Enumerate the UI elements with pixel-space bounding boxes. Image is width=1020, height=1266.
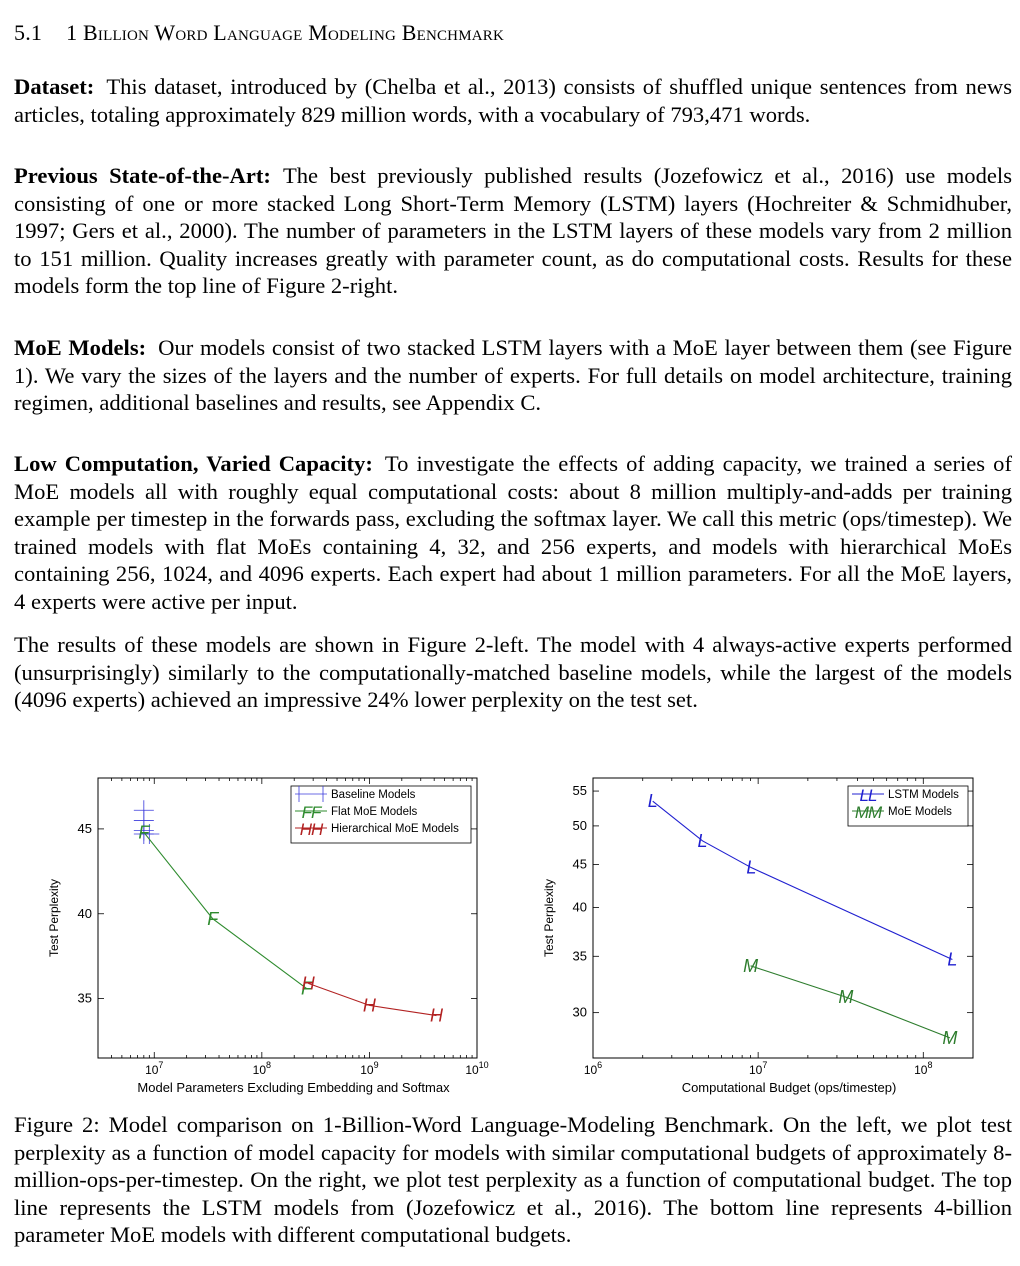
y-tick-label: 30 — [573, 1005, 587, 1020]
paragraph-low-computation: Low Computation, Varied Capacity: To inve… — [14, 450, 1012, 615]
plot-frame — [592, 777, 974, 1059]
data-point-marker: F — [138, 822, 150, 842]
x-axis-label: Model Parameters Excluding Embedding and… — [137, 1080, 450, 1095]
section-heading: 5.1 1 Billion Word Language Modeling Benc… — [14, 20, 504, 46]
data-point-marker: F — [207, 909, 219, 929]
y-tick-label: 40 — [573, 899, 587, 914]
legend-label: LSTM Models — [888, 789, 959, 801]
legend-label: Flat MoE Models — [331, 806, 418, 818]
paragraph-body: The results of these models are shown in… — [14, 632, 1012, 712]
chart-right-svg: 106 107 108 30 35 40 45 50 55 Computational Budge… — [542, 777, 974, 1095]
data-point-plus — [139, 824, 160, 844]
figure-2: 107 108 109 1010 35 40 45 Model Parameters Excl… — [14, 770, 1020, 1100]
data-point-marker: L — [746, 858, 756, 878]
paragraph-previous-sota: Previous State-of-the-Art: The best previ… — [14, 162, 1012, 300]
data-point-marker: M — [743, 956, 758, 976]
legend-marker: FF — [302, 803, 323, 822]
series-line — [308, 982, 437, 1017]
series-line — [652, 800, 953, 960]
x-tick-label: 107 — [145, 1060, 163, 1077]
legend-box — [847, 785, 969, 827]
data-point-marker: L — [947, 949, 957, 969]
y-tick-label: 45 — [78, 821, 92, 836]
series-line — [143, 831, 307, 989]
paragraph-body: Our models consist of two stacked LSTM l… — [14, 335, 1013, 415]
x-tick-label: 108 — [914, 1060, 932, 1077]
paragraph-body: To investigate the effects of adding cap… — [14, 451, 1013, 614]
legend-box — [290, 785, 472, 844]
paragraph-lead: Dataset: — [14, 74, 95, 99]
legend-marker: HH — [300, 820, 324, 839]
legend-marker: LL — [860, 786, 877, 805]
data-point-marker: H — [363, 995, 377, 1015]
paragraph-dataset: Dataset: This dataset, introduced by (Che… — [14, 73, 1012, 128]
paragraph-body: The best previously published results (J… — [14, 163, 1012, 298]
y-tick-label: 35 — [78, 991, 92, 1006]
y-tick-label: 40 — [78, 906, 92, 921]
series-line — [750, 965, 951, 1039]
y-axis-label: Test Perplexity — [47, 879, 61, 957]
paragraph-results: The results of these models are shown in… — [14, 631, 1012, 714]
legend-label: MoE Models — [888, 806, 952, 818]
plot-frame — [97, 777, 478, 1059]
chart-left-svg: 107 108 109 1010 35 40 45 Model Parameters Excl… — [47, 777, 489, 1095]
data-point-marker: L — [648, 791, 658, 811]
paragraph-moe-models: MoE Models: Our models consist of two sta… — [14, 334, 1012, 417]
legend-marker: MM — [855, 803, 883, 822]
paragraph-body: This dataset, introduced by (Chelba et a… — [14, 74, 1012, 127]
y-tick-label: 45 — [573, 856, 587, 871]
paragraph-lead: Previous State-of-the-Art: — [14, 163, 271, 188]
data-point-marker: H — [430, 1006, 444, 1026]
paragraph-lead: Low Computation, Varied Capacity: — [14, 451, 373, 476]
data-point-marker: M — [942, 1028, 957, 1048]
x-tick-label: 106 — [584, 1060, 602, 1077]
y-axis-label: Test Perplexity — [542, 879, 556, 957]
x-tick-label: 108 — [253, 1060, 271, 1077]
x-tick-label: 107 — [749, 1060, 767, 1077]
legend-label: Baseline Models — [331, 789, 416, 801]
y-tick-label: 35 — [573, 948, 587, 963]
x-axis-label: Computational Budget (ops/timestep) — [682, 1080, 897, 1095]
y-tick-label: 50 — [573, 818, 587, 833]
legend-label: Hierarchical MoE Models — [331, 823, 459, 835]
section-number: 5.1 — [14, 20, 43, 45]
x-tick-label: 109 — [360, 1060, 378, 1077]
data-point-marker: M — [838, 987, 853, 1007]
data-point-marker: L — [697, 831, 707, 851]
y-tick-label: 55 — [573, 783, 587, 798]
paragraph-lead: MoE Models: — [14, 335, 147, 360]
x-tick-label: 1010 — [465, 1060, 488, 1077]
figure-caption: Figure 2: Model comparison on 1-Billion-… — [14, 1112, 1012, 1247]
data-point-marker: H — [302, 973, 316, 993]
section-title: 1 Billion Word Language Modeling Benchma… — [66, 20, 505, 45]
